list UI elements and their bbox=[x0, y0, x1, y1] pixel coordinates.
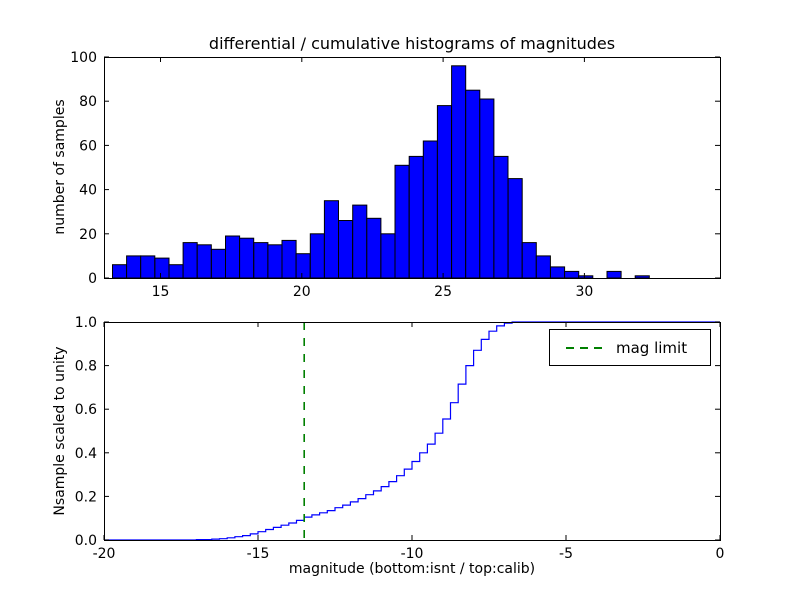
histogram-bar bbox=[606, 270, 622, 279]
histogram-bar bbox=[493, 155, 509, 279]
histogram-bar bbox=[564, 270, 580, 279]
histogram-bar bbox=[380, 233, 396, 279]
histogram-bar bbox=[422, 140, 438, 279]
histogram-bar bbox=[253, 242, 269, 279]
histogram-bar bbox=[225, 235, 241, 279]
histogram-bar bbox=[408, 155, 424, 279]
bottom-x-tick-label: -5 bbox=[559, 546, 573, 562]
cumulative-step-line bbox=[104, 321, 720, 541]
histogram-bar bbox=[154, 257, 170, 279]
histogram-bar bbox=[479, 98, 495, 279]
histogram-bar bbox=[338, 220, 354, 279]
histogram-bar bbox=[323, 200, 339, 279]
top-x-tick-label: 20 bbox=[293, 284, 311, 300]
top-y-tick-label: 0 bbox=[88, 271, 97, 287]
bottom-y-tick-label: 0.0 bbox=[75, 533, 97, 549]
top-y-tick-label: 100 bbox=[70, 50, 97, 66]
top-y-tick-label: 80 bbox=[79, 94, 97, 110]
x-axis-label: magnitude (bottom:isnt / top:calib) bbox=[288, 561, 536, 577]
bottom-x-tick-label: -20 bbox=[93, 546, 116, 562]
histogram-bar bbox=[239, 237, 255, 279]
bottom-y-tick-label: 0.2 bbox=[75, 489, 97, 505]
top-y-tick-label: 40 bbox=[79, 183, 97, 199]
histogram-bar bbox=[168, 264, 184, 279]
histogram-bar bbox=[521, 242, 537, 279]
chart-title: differential / cumulative histograms of … bbox=[208, 34, 616, 53]
histogram-bar bbox=[295, 253, 311, 279]
histogram-bar bbox=[140, 255, 156, 279]
histogram-bar bbox=[366, 217, 382, 279]
top-x-tick-label: 25 bbox=[434, 284, 452, 300]
histogram-bar bbox=[126, 255, 142, 279]
bottom-y-tick-label: 1.0 bbox=[75, 315, 97, 331]
bottom-x-tick-label: 0 bbox=[716, 546, 725, 562]
top-y-tick-label: 60 bbox=[79, 138, 97, 154]
histogram-bar bbox=[436, 105, 452, 279]
histogram-bar bbox=[196, 244, 212, 279]
histogram-bar bbox=[507, 178, 523, 279]
mag-limit-legend-line-icon bbox=[566, 346, 602, 349]
histogram-bar bbox=[281, 239, 297, 279]
histogram-bar bbox=[182, 242, 198, 279]
histogram-bar bbox=[394, 164, 410, 279]
histogram-bar bbox=[451, 65, 467, 279]
histogram-bar bbox=[309, 233, 325, 279]
top-y-axis-label: number of samples bbox=[52, 99, 68, 235]
histogram-bar bbox=[112, 264, 128, 279]
histogram-bar bbox=[634, 275, 650, 279]
top-x-tick-label: 30 bbox=[575, 284, 593, 300]
histogram-bar bbox=[352, 204, 368, 279]
histogram-bar bbox=[465, 89, 481, 279]
histogram-bar bbox=[550, 266, 566, 279]
histogram-bar bbox=[535, 255, 551, 279]
histogram-bar bbox=[267, 244, 283, 279]
histogram-bar bbox=[578, 275, 594, 279]
top-y-tick-label: 20 bbox=[79, 227, 97, 243]
bottom-y-tick-label: 0.4 bbox=[75, 446, 97, 462]
bottom-x-tick-label: -15 bbox=[247, 546, 270, 562]
axes-frame-top bbox=[104, 57, 721, 279]
bottom-y-tick-label: 0.6 bbox=[75, 402, 97, 418]
legend: mag limit bbox=[549, 329, 711, 366]
bottom-y-tick-label: 0.8 bbox=[75, 359, 97, 375]
histogram-bar bbox=[210, 248, 226, 279]
bottom-y-axis-label: Nsample scaled to unity bbox=[52, 346, 68, 516]
bottom-x-tick-label: -10 bbox=[401, 546, 424, 562]
legend-entry-label: mag limit bbox=[616, 338, 688, 357]
top-x-tick-label: 15 bbox=[152, 284, 170, 300]
